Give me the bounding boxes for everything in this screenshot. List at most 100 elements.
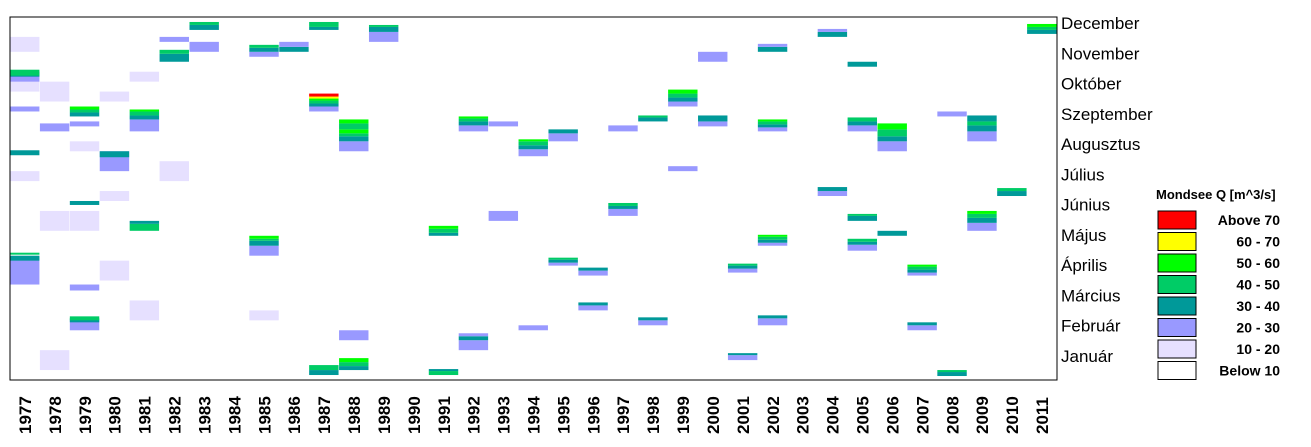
legend-swatch xyxy=(1157,296,1197,316)
heatmap-cell xyxy=(907,266,937,270)
heatmap-cell xyxy=(578,267,608,271)
heatmap-cell xyxy=(309,100,339,104)
x-tick-label: 2004 xyxy=(824,396,843,434)
heatmap-cell xyxy=(997,188,1027,192)
heatmap-cell xyxy=(309,103,339,107)
x-tick-label: 1979 xyxy=(76,396,95,434)
heatmap-cell xyxy=(1027,26,1057,30)
x-tick-label: 2008 xyxy=(943,396,962,434)
heatmap-cell xyxy=(339,366,369,371)
heatmap-cell xyxy=(608,125,638,132)
heatmap-cell xyxy=(458,125,489,132)
heatmap-cell xyxy=(757,315,788,319)
heatmap-cell xyxy=(817,28,848,32)
heatmap-cell xyxy=(668,89,698,94)
heatmap-cell xyxy=(249,238,279,241)
heatmap-cell xyxy=(339,136,369,142)
heatmap-cell xyxy=(339,119,369,124)
heatmap-cell xyxy=(578,270,608,276)
heatmap-cell xyxy=(309,26,339,30)
heatmap-cell xyxy=(548,262,578,266)
heatmap-cell xyxy=(967,125,997,132)
heatmap-cell xyxy=(339,362,369,367)
heatmap-cell xyxy=(458,121,489,126)
legend-label: 40 - 50 xyxy=(1236,277,1280,293)
heatmap-cell xyxy=(757,236,788,240)
heatmap-cell xyxy=(10,171,40,182)
heatmap-cell xyxy=(309,21,339,27)
heatmap-cell xyxy=(668,166,698,172)
x-tick-label: 2011 xyxy=(1033,397,1052,434)
heatmap-cell xyxy=(757,121,788,125)
x-tick-label: 2001 xyxy=(734,396,753,434)
heatmap-cell xyxy=(518,149,548,157)
heatmap-cell xyxy=(129,109,160,112)
heatmap-cell xyxy=(10,69,40,76)
heatmap-cell xyxy=(129,223,160,231)
heatmap-cell xyxy=(847,238,878,242)
heatmap-cell xyxy=(727,268,758,273)
heatmap-cell xyxy=(309,98,339,101)
heatmap-cell xyxy=(10,252,40,255)
heatmap-cell xyxy=(847,244,878,251)
heatmap-cell xyxy=(698,51,728,62)
y-tick-label: Február xyxy=(1061,317,1121,336)
x-tick-label: 1991 xyxy=(435,396,454,434)
legend-label: 10 - 20 xyxy=(1236,341,1280,357)
heatmap-cell xyxy=(99,260,130,281)
heatmap-cell xyxy=(428,371,459,376)
heatmap-cell xyxy=(10,36,40,52)
heatmap-cell xyxy=(638,317,668,321)
y-tick-label: December xyxy=(1061,14,1140,33)
heatmap-cell xyxy=(129,71,160,82)
heatmap-cell xyxy=(458,336,489,341)
heatmap-cell xyxy=(548,259,578,263)
y-tick-label: Május xyxy=(1061,226,1106,245)
heatmap-cell xyxy=(428,232,459,236)
heatmap-cell xyxy=(428,225,459,229)
x-tick-label: 1983 xyxy=(195,396,214,434)
heatmap-cell xyxy=(518,139,548,142)
x-tick-label: 1997 xyxy=(614,396,633,434)
heatmap-cell xyxy=(10,106,40,112)
heatmap-cell xyxy=(757,242,788,246)
heatmap-cell xyxy=(847,117,878,122)
x-tick-label: 1989 xyxy=(375,396,394,434)
legend-swatch xyxy=(1157,232,1197,251)
x-tick-label: 2010 xyxy=(1003,396,1022,434)
heatmap-cell xyxy=(757,234,788,237)
legend-label: 20 - 30 xyxy=(1236,320,1280,336)
heatmap-cell xyxy=(339,133,369,137)
x-tick-label: 1993 xyxy=(495,396,514,434)
heatmap-cell xyxy=(10,150,40,156)
heatmap-cell xyxy=(249,240,279,246)
heatmap-cell xyxy=(907,325,937,331)
legend-label: Below 10 xyxy=(1219,363,1280,379)
heatmap-cell xyxy=(847,125,878,132)
heatmap-cell xyxy=(249,245,279,256)
y-tick-label: Szeptember xyxy=(1061,105,1153,124)
legend-swatch xyxy=(1157,275,1197,294)
x-tick-label: 2000 xyxy=(704,396,723,434)
heatmap-cell xyxy=(907,269,937,273)
y-tick-label: Október xyxy=(1061,75,1122,94)
heatmap-cell xyxy=(877,230,907,236)
legend-swatch xyxy=(1157,318,1197,337)
heatmap-cell xyxy=(129,115,160,120)
heatmap-cell xyxy=(279,46,309,52)
heatmap-cell xyxy=(847,241,878,245)
x-tick-label: 1995 xyxy=(554,396,573,434)
heatmap-cell xyxy=(339,129,369,134)
heatmap-cell xyxy=(937,372,967,377)
y-tick-label: November xyxy=(1061,44,1140,63)
heatmap-cell xyxy=(309,96,339,99)
heatmap-cell xyxy=(69,200,100,205)
heatmap-cell xyxy=(967,222,997,231)
heatmap-cell xyxy=(39,210,70,231)
heatmap-cell xyxy=(339,330,369,341)
x-tick-label: 1980 xyxy=(106,396,125,434)
heatmap-cell xyxy=(877,123,907,130)
heatmap-cell xyxy=(997,191,1027,197)
heatmap-cell xyxy=(10,256,40,285)
x-tick-label: 1999 xyxy=(674,396,693,434)
